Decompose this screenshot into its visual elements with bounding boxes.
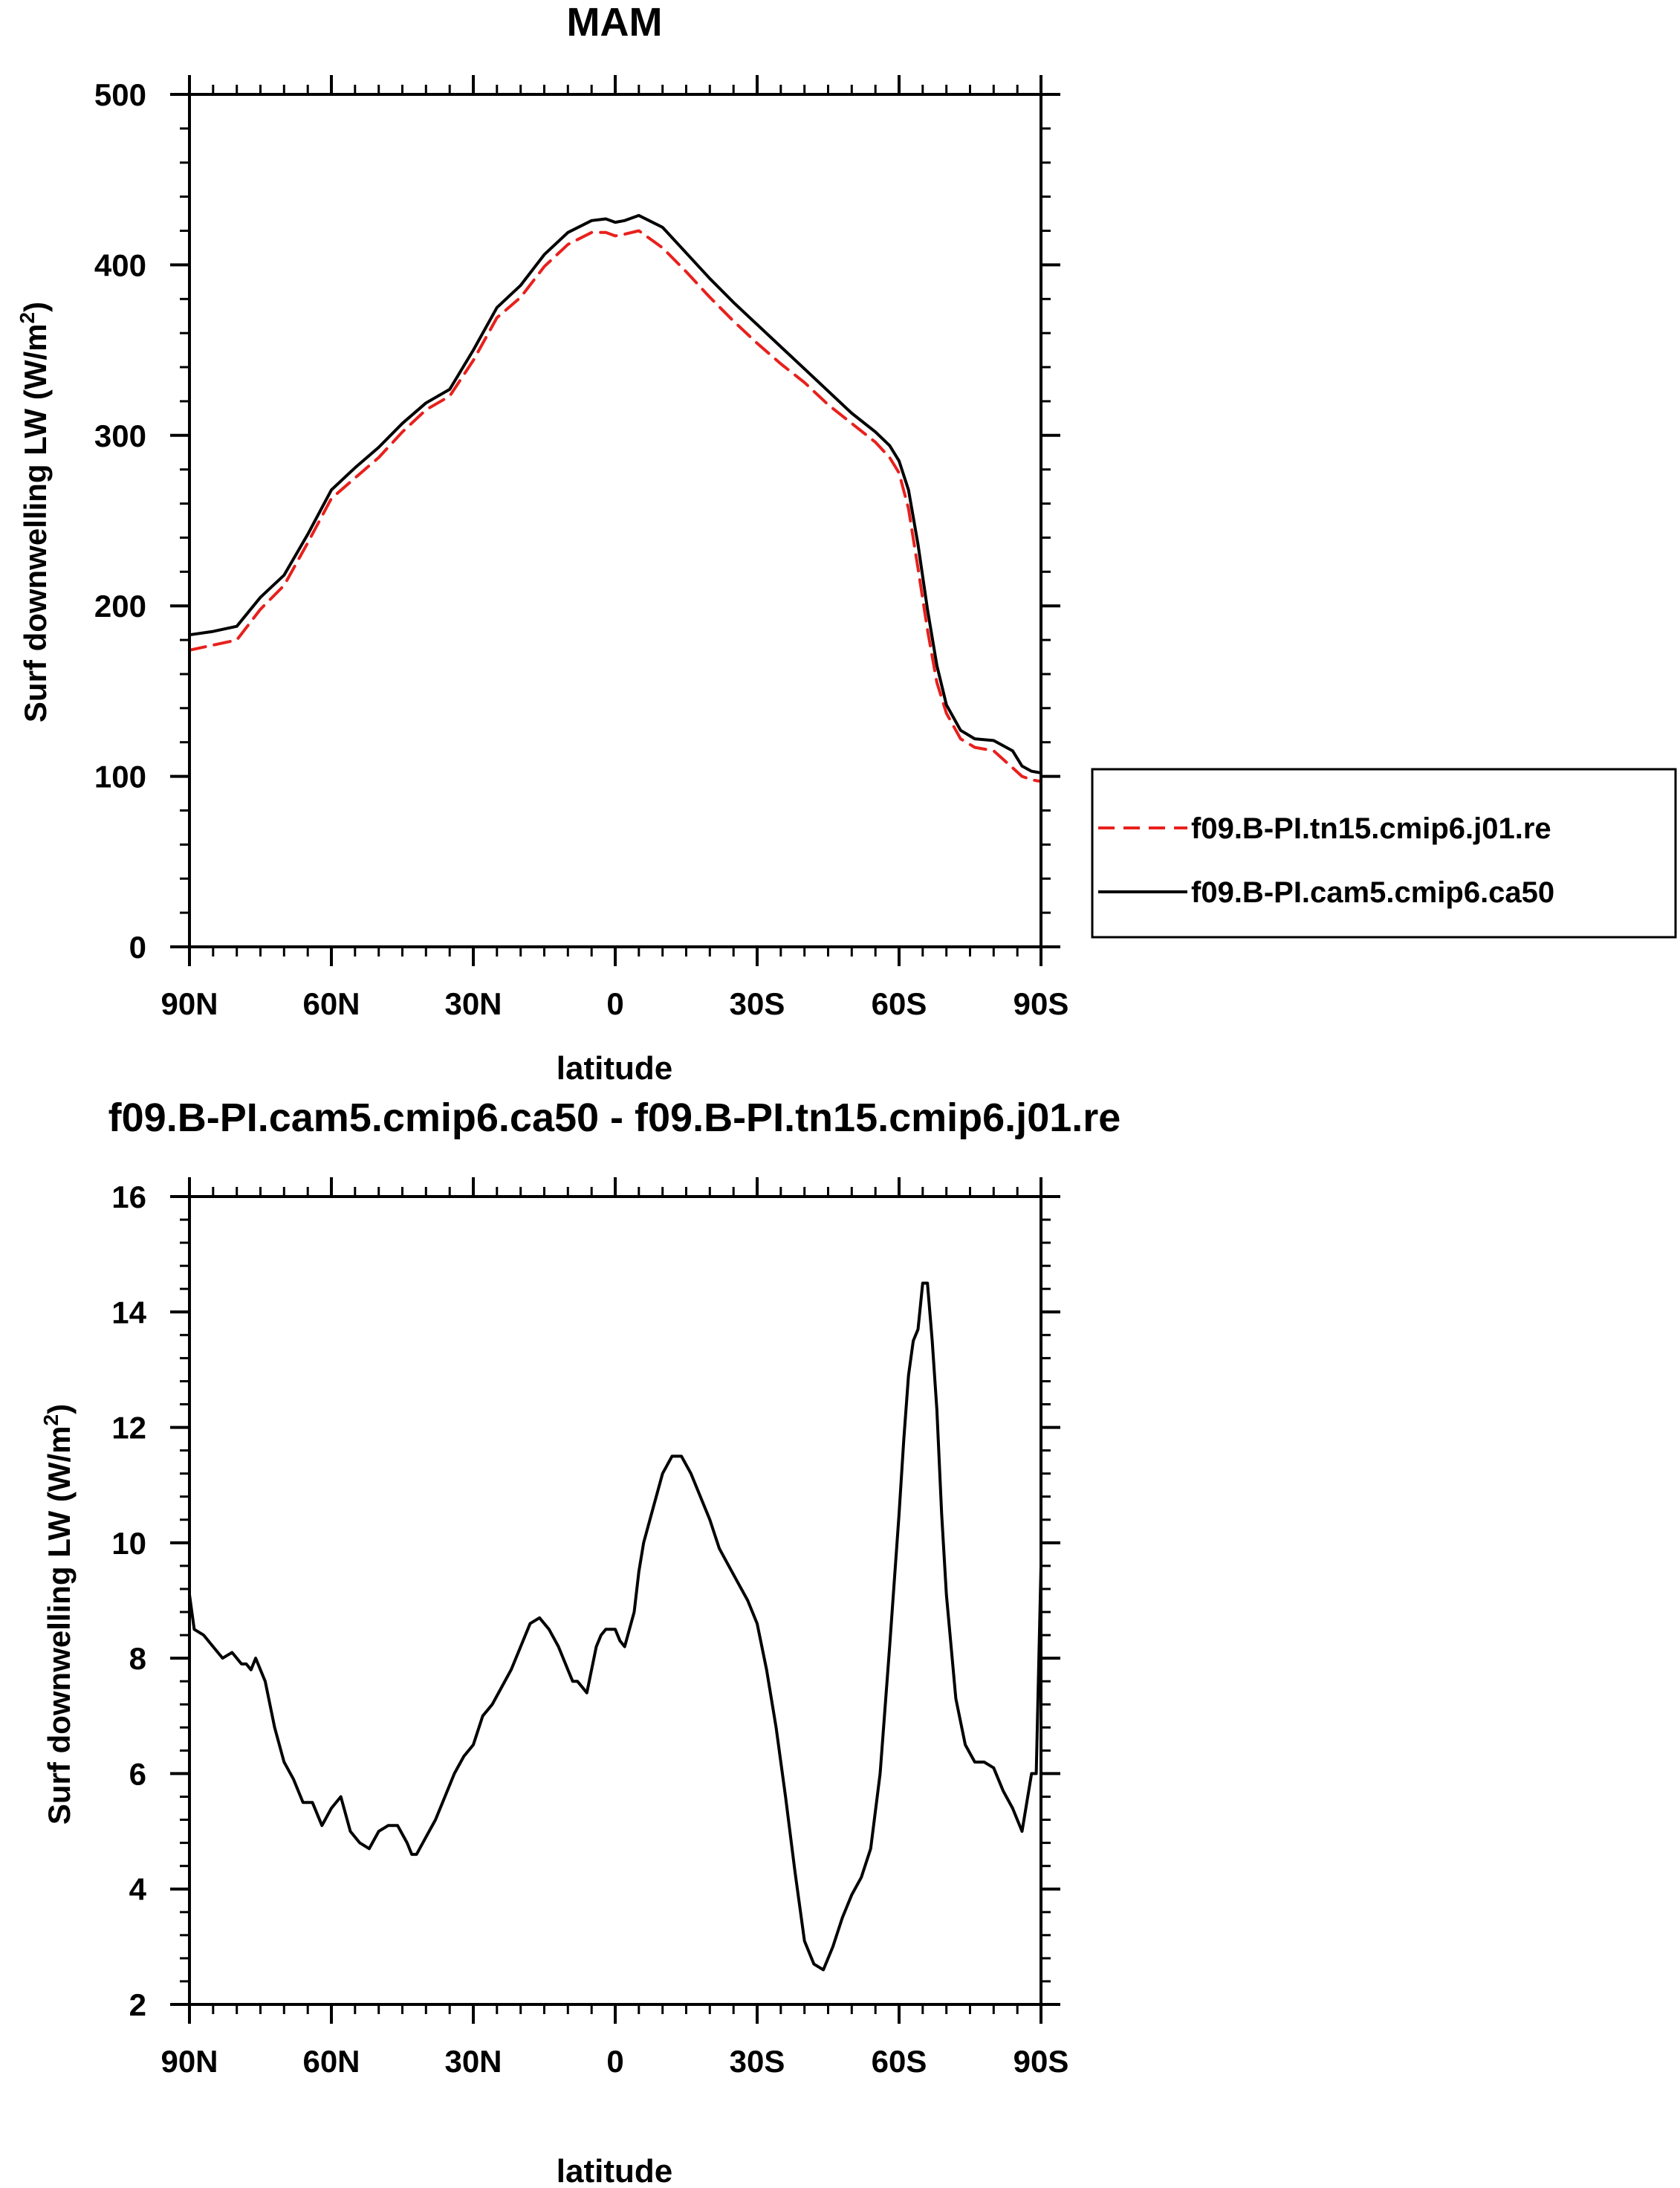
y-tick-label: 10 (111, 1526, 146, 1561)
x-tick-label: 60S (872, 2044, 927, 2079)
series-line-0 (188, 229, 1042, 783)
bottom-x-tick-labels: 90N 60N 30N 0 30S 60S 90S (160, 2044, 1068, 2079)
y-tick-label: 14 (111, 1295, 146, 1330)
x-tick-label: 60N (302, 2044, 360, 2079)
y-tick-label: 16 (111, 1179, 146, 1214)
top-plot-frame (188, 93, 1042, 948)
y-tick-label: 200 (94, 589, 146, 624)
bottom-chart-title: f09.B-PI.cam5.cmip6.ca50 - f09.B-PI.tn15… (108, 1095, 1121, 1140)
x-tick-label: 90N (160, 2044, 218, 2079)
x-tick-label: 30N (444, 986, 502, 1021)
x-tick-label: 30N (444, 2044, 502, 2079)
bottom-axis-ticks (170, 1177, 1060, 2024)
x-tick-label: 30S (730, 2044, 785, 2079)
top-axis-ticks (170, 75, 1060, 966)
y-tick-label: 2 (129, 1987, 146, 2022)
bottom-y-axis-title: Surf downwelling LW (W/m2) (39, 1404, 77, 1825)
x-tick-label: 90S (1013, 986, 1069, 1021)
legend-box (1091, 768, 1677, 939)
top-chart-title: MAM (567, 0, 663, 45)
x-tick-label: 90N (160, 986, 218, 1021)
x-tick-label: 0 (606, 986, 623, 1021)
x-tick-label: 60N (302, 986, 360, 1021)
top-y-axis-title: Surf downwelling LW (W/m2) (16, 302, 53, 722)
series-line-1 (188, 213, 1042, 774)
bottom-y-tick-labels: 2 4 6 8 10 12 14 16 (111, 1179, 146, 2022)
y-tick-label: 6 (129, 1756, 146, 1791)
top-panel: MAM Surf downwelling LW (W/m2) latitude … (16, 0, 1677, 1087)
y-tick-label: 0 (129, 930, 146, 965)
y-tick-label: 500 (94, 77, 146, 112)
bottom-series-lines (188, 1281, 1042, 1972)
y-tick-label: 300 (94, 418, 146, 453)
bottom-x-axis-title: latitude (557, 2153, 672, 2188)
x-tick-label: 60S (872, 986, 927, 1021)
legend-label-case: f09.B-PI.cam5.cmip6.ca50 (1191, 876, 1554, 909)
y-tick-label: 4 (129, 1872, 147, 1907)
x-tick-label: 90S (1013, 2044, 1069, 2079)
x-tick-label: 30S (730, 986, 785, 1021)
top-x-axis-title: latitude (557, 1050, 672, 1087)
top-y-tick-labels: 0 100 200 300 400 500 (94, 77, 146, 965)
bottom-panel: f09.B-PI.cam5.cmip6.ca50 - f09.B-PI.tn15… (39, 1095, 1120, 2188)
bottom-plot-frame (188, 1195, 1042, 2006)
y-tick-label: 100 (94, 760, 146, 794)
top-legend: f09.B-PI.tn15.cmip6.j01.re f09.B-PI.cam5… (1091, 768, 1677, 939)
y-tick-label: 400 (94, 247, 146, 282)
x-tick-label: 0 (606, 2044, 623, 2079)
top-x-tick-labels: 90N 60N 30N 0 30S 60S 90S (160, 986, 1068, 1021)
y-tick-label: 12 (111, 1411, 146, 1446)
series-line-0 (188, 1281, 1042, 1972)
y-tick-label: 8 (129, 1641, 146, 1676)
legend-label-ctrl: f09.B-PI.tn15.cmip6.j01.re (1191, 812, 1551, 845)
top-series-lines (188, 213, 1042, 783)
